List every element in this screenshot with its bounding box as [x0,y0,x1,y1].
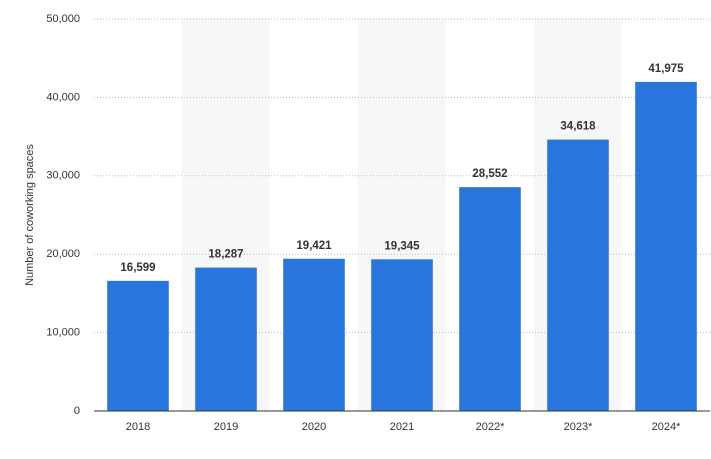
x-tick-label: 2021 [390,421,414,433]
y-axis-label: Number of coworking spaces [24,144,36,286]
value-label: 16,599 [120,262,155,274]
y-tick-label: 30,000 [46,170,80,182]
x-tick-label: 2020 [302,421,326,433]
x-tick-label: 2023* [564,421,593,433]
bar [371,259,433,411]
y-tick-label: 20,000 [46,248,80,260]
y-tick-label: 0 [74,405,80,417]
value-label: 28,552 [472,168,507,180]
x-tick-label: 2024* [652,421,681,433]
x-tick-label: 2019 [214,421,238,433]
y-tick-label: 10,000 [46,327,80,339]
value-label: 34,618 [560,121,596,133]
value-label: 18,287 [208,249,243,261]
bar [547,139,609,411]
bar [283,258,345,411]
bar [635,81,697,411]
value-label: 41,975 [648,63,684,75]
y-tick-label: 50,000 [46,13,80,25]
value-label: 19,421 [296,240,332,252]
y-tick-label: 40,000 [46,91,80,103]
x-tick-label: 2022* [476,421,505,433]
x-tick-label: 2018 [126,421,150,433]
value-label: 19,345 [384,240,420,252]
bar [195,267,257,411]
bar [459,187,521,411]
bar [107,280,169,411]
